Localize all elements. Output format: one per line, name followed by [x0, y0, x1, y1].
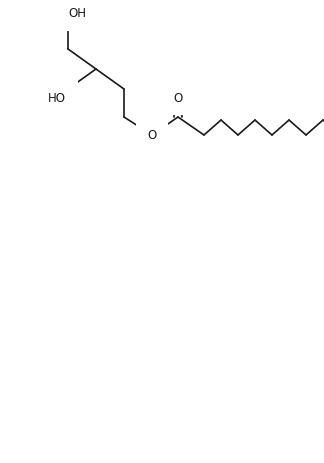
Text: HO: HO [48, 92, 66, 105]
Text: O: O [173, 91, 183, 104]
Text: O: O [147, 129, 156, 142]
Text: OH: OH [68, 7, 86, 20]
